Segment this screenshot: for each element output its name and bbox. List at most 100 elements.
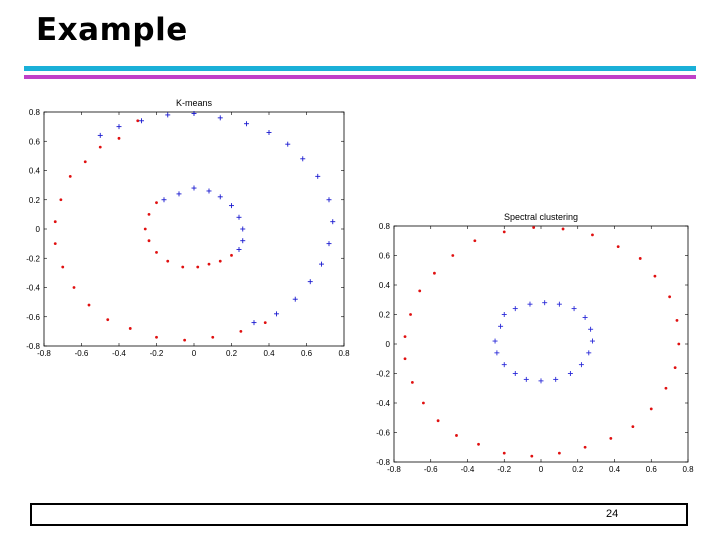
data-point-plus	[240, 226, 246, 232]
x-tick-label: 0.8	[338, 349, 350, 358]
data-point-dot	[87, 303, 91, 307]
data-point-plus	[217, 194, 223, 200]
data-point-plus	[266, 129, 272, 135]
data-point-plus	[191, 110, 197, 116]
data-point-plus	[542, 300, 548, 306]
data-point-plus	[326, 241, 332, 247]
data-point-dot	[664, 386, 668, 390]
data-point-plus	[527, 301, 533, 307]
data-point-dot	[609, 437, 613, 440]
data-point-dot	[147, 212, 151, 216]
y-tick-label: 0.2	[29, 196, 41, 205]
data-point-dot	[433, 271, 436, 275]
x-tick-label: 0.4	[263, 349, 275, 358]
data-point-dot	[436, 419, 440, 423]
data-point-dot	[166, 259, 170, 263]
data-point-dot	[557, 451, 561, 455]
title-divider-magenta	[24, 75, 696, 79]
data-point-plus	[586, 350, 592, 356]
data-point-dot	[68, 174, 72, 178]
kmeans-plot-svg: K-means -0.8 -0.6 -0.4 -0.2 0 0.2 0.4 0.6 0.8 0.8 0…	[26, 98, 350, 358]
data-point-dot	[117, 136, 121, 140]
data-point-plus	[553, 376, 559, 382]
data-point-plus	[498, 323, 504, 329]
data-point-plus	[251, 320, 257, 326]
y-tick-label: 0.4	[29, 167, 41, 176]
data-point-plus	[492, 338, 498, 344]
y-tick-label: 0.8	[379, 222, 391, 231]
data-point-dot	[532, 226, 536, 229]
y-tick-label: -0.4	[26, 284, 40, 293]
data-point-dot	[638, 257, 642, 260]
data-point-plus	[501, 362, 507, 368]
data-point-dot	[403, 357, 407, 361]
data-point-dot	[128, 327, 132, 330]
data-point-dot	[409, 313, 412, 316]
data-point-dot	[61, 265, 65, 269]
data-point-dot	[147, 239, 151, 243]
spectral-scatter-plot: Spectral clustering -0.8 -0.6 -0.4 -0.2 0 0.2 0…	[364, 208, 698, 480]
plot-frame	[43, 111, 345, 347]
data-point-dot	[239, 329, 243, 333]
y-tick-label: -0.6	[26, 313, 40, 322]
data-point-plus	[176, 191, 182, 197]
data-point-dot	[530, 454, 534, 458]
data-point-plus	[292, 296, 298, 302]
data-point-plus	[494, 350, 500, 356]
data-point-dot	[583, 445, 587, 449]
data-point-plus	[326, 197, 332, 203]
data-point-dot	[653, 274, 657, 278]
data-point-plus	[217, 115, 223, 121]
data-point-plus	[285, 141, 291, 147]
x-tick-label: -0.4	[112, 349, 126, 358]
y-tick-label: -0.2	[26, 254, 40, 263]
chart-title: Spectral clustering	[504, 212, 578, 222]
data-point-dot	[83, 160, 87, 164]
data-point-dot	[263, 321, 267, 324]
data-point-dot	[59, 198, 63, 202]
data-point-plus	[161, 197, 167, 203]
data-point-dot	[668, 295, 672, 299]
data-point-dot	[451, 254, 455, 257]
y-tick-label: 0.2	[379, 311, 391, 320]
x-tick-label: -0.6	[424, 465, 438, 474]
data-point-plus	[307, 279, 313, 285]
plot-frame	[393, 225, 689, 463]
data-point-plus	[571, 306, 577, 312]
data-point-plus	[97, 132, 103, 138]
y-tick-label: -0.4	[376, 399, 390, 408]
data-point-plus	[578, 362, 584, 368]
x-tick-label: -0.8	[37, 349, 51, 358]
data-point-plus	[139, 118, 144, 124]
data-point-dot	[183, 338, 187, 342]
data-point-plus	[589, 338, 595, 344]
y-tick-label: 0	[36, 225, 41, 234]
x-tick-label: 0.6	[301, 349, 313, 358]
footer-box	[30, 503, 688, 526]
x-tick-label: 0.6	[646, 465, 658, 474]
kmeans-scatter-plot: K-means -0.8 -0.6 -0.4 -0.2 0 0.2 0.4 0.6 0.8 0.8 0…	[14, 94, 354, 362]
data-point-dot	[211, 335, 215, 339]
data-point-dot	[136, 119, 140, 123]
data-point-plus	[300, 156, 306, 162]
slide-title: Example	[36, 12, 188, 48]
data-point-dot	[230, 253, 233, 257]
x-tick-label: -0.8	[387, 465, 401, 474]
data-point-dot	[649, 407, 653, 411]
data-point-plus	[244, 121, 249, 127]
data-point-plus	[567, 371, 573, 376]
data-point-dot	[502, 230, 506, 234]
x-tick-label: 0.2	[226, 349, 238, 358]
data-point-dot	[422, 401, 425, 405]
data-point-plus	[236, 246, 242, 252]
y-tick-label: -0.2	[376, 370, 390, 379]
data-point-plus	[523, 376, 529, 382]
data-point-plus	[512, 306, 518, 312]
data-point-plus	[240, 238, 246, 244]
data-point-plus	[556, 301, 562, 307]
y-tick-label: -0.6	[376, 429, 390, 438]
x-tick-label: 0	[192, 349, 197, 358]
y-tick-label: -0.8	[376, 458, 390, 467]
data-point-dot	[196, 265, 200, 269]
data-point-plus	[330, 219, 336, 225]
